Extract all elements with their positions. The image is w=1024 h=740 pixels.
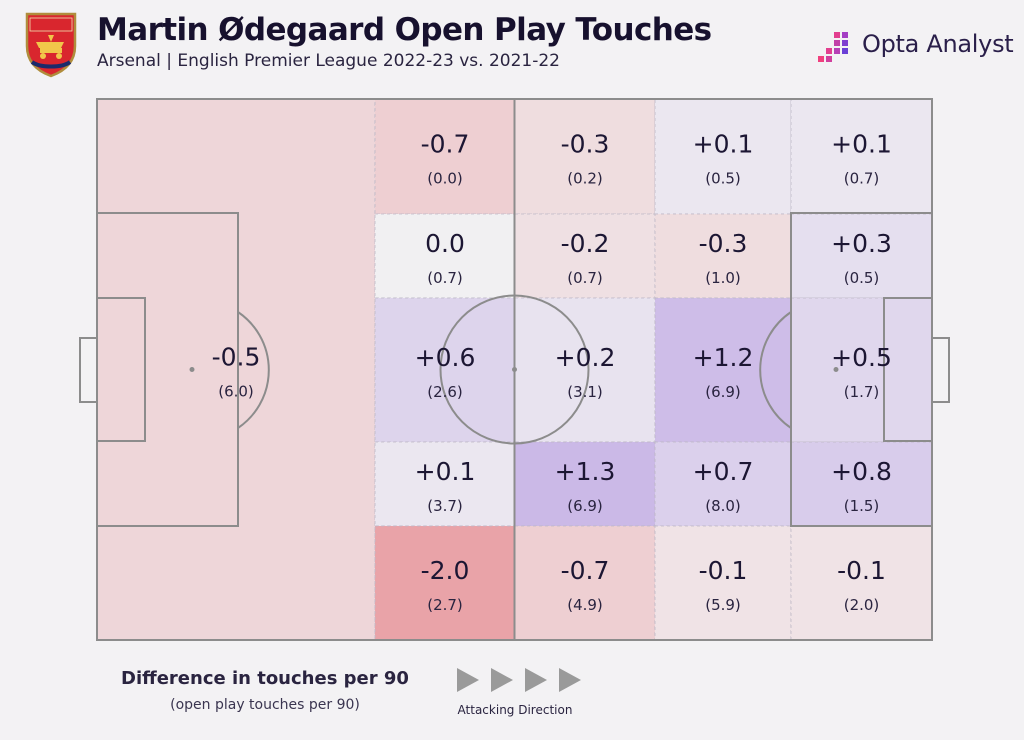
legend-title: Difference in touches per 90 xyxy=(121,668,409,689)
zone-touches-label: (5.9) xyxy=(705,596,741,614)
zone-difference-label: -0.5 xyxy=(212,343,261,372)
page-subtitle: Arsenal | English Premier League 2022-23… xyxy=(97,51,561,71)
zone-touches-label: (0.5) xyxy=(705,170,741,188)
zone-touches-label: (0.5) xyxy=(844,269,880,287)
zone-difference-label: +0.5 xyxy=(831,343,892,372)
right-penalty-arc xyxy=(759,311,792,429)
heatmap-zone xyxy=(514,525,656,641)
zone-touches-label: (3.1) xyxy=(567,383,603,401)
zone-touches-label: (1.5) xyxy=(844,497,880,515)
heatmap-zone xyxy=(654,213,792,299)
zone-touches-label: (2.0) xyxy=(844,596,880,614)
left-goal xyxy=(79,337,98,403)
zone-difference-label: +0.1 xyxy=(831,130,892,159)
zone-label-layer: -0.5 (6.0) -0.7 (0.0) 0.0 (0.7) +0.6 (2.6) +0.1 (… xyxy=(212,130,892,615)
zone-touches-label: (4.9) xyxy=(567,596,603,614)
zone-touches-label: (6.9) xyxy=(567,497,603,515)
zone-difference-label: +1.2 xyxy=(693,343,754,372)
zone-difference-label: +0.3 xyxy=(831,229,892,258)
arsenal-crest-icon xyxy=(25,12,77,78)
heatmap-zone xyxy=(654,297,792,443)
zone-difference-label: -0.2 xyxy=(561,229,610,258)
zone-difference-label: +0.2 xyxy=(555,343,616,372)
pitch-markings xyxy=(79,98,950,641)
pitch-spot xyxy=(833,367,839,372)
centre-circle xyxy=(439,294,590,445)
legend-subtitle: (open play touches per 90) xyxy=(170,697,360,713)
zone-difference-label: +0.7 xyxy=(693,457,754,486)
zone-difference-label: -0.3 xyxy=(561,130,610,159)
heatmap-zone xyxy=(790,297,933,443)
heatmap-zone xyxy=(514,297,656,443)
zone-difference-label: -0.1 xyxy=(699,556,748,585)
zone-difference-label: -0.7 xyxy=(421,130,470,159)
opta-logo-icon xyxy=(818,32,848,62)
zone-difference-label: 0.0 xyxy=(425,229,465,258)
zone-difference-label: +0.8 xyxy=(831,457,892,486)
zone-touches-label: (2.6) xyxy=(427,383,463,401)
heatmap-zone xyxy=(654,98,792,215)
zone-touches-label: (6.0) xyxy=(218,383,254,401)
page-title: Martin Ødegaard Open Play Touches xyxy=(97,12,712,48)
zone-difference-label: +0.1 xyxy=(693,130,754,159)
zone-difference-label: +0.1 xyxy=(415,457,476,486)
zone-touches-label: (0.2) xyxy=(567,170,603,188)
heatmap-zone xyxy=(374,213,516,299)
pitch-spot xyxy=(512,367,517,372)
heatmap-zone xyxy=(374,98,516,215)
pitch-spot xyxy=(189,367,195,372)
zone-touches-label: (0.0) xyxy=(427,170,463,188)
zone-touches-label: (1.7) xyxy=(844,383,880,401)
zone-touches-label: (0.7) xyxy=(844,170,880,188)
zone-touches-label: (0.7) xyxy=(427,269,463,287)
attacking-direction-arrows-icon xyxy=(457,668,581,692)
zone-touches-label: (6.9) xyxy=(705,383,741,401)
right-goal xyxy=(931,337,950,403)
heatmap-zone xyxy=(514,213,656,299)
zone-difference-label: +1.3 xyxy=(555,457,616,486)
zone-difference-label: -0.1 xyxy=(837,556,886,585)
heatmap-zone xyxy=(514,98,656,215)
zone-difference-label: +0.6 xyxy=(415,343,476,372)
heatmap-zone xyxy=(790,98,933,215)
heatmap-zone xyxy=(374,525,516,641)
zone-touches-label: (3.7) xyxy=(427,497,463,515)
brand-name: Opta Analyst xyxy=(862,30,1014,58)
left-penalty-arc xyxy=(237,311,270,429)
heatmap-zone xyxy=(654,441,792,527)
heatmap-zone xyxy=(96,98,376,641)
zone-touches-label: (1.0) xyxy=(705,269,741,287)
zone-touches-label: (0.7) xyxy=(567,269,603,287)
zone-difference-label: -2.0 xyxy=(421,556,470,585)
attacking-direction-label: Attacking Direction xyxy=(457,703,573,717)
heatmap-zone xyxy=(514,441,656,527)
heatmap-zone xyxy=(790,525,933,641)
heatmap-zone xyxy=(654,525,792,641)
zone-difference-label: -0.3 xyxy=(699,229,748,258)
zone-touches-label: (2.7) xyxy=(427,596,463,614)
zone-touches-label: (8.0) xyxy=(705,497,741,515)
zone-difference-label: -0.7 xyxy=(561,556,610,585)
